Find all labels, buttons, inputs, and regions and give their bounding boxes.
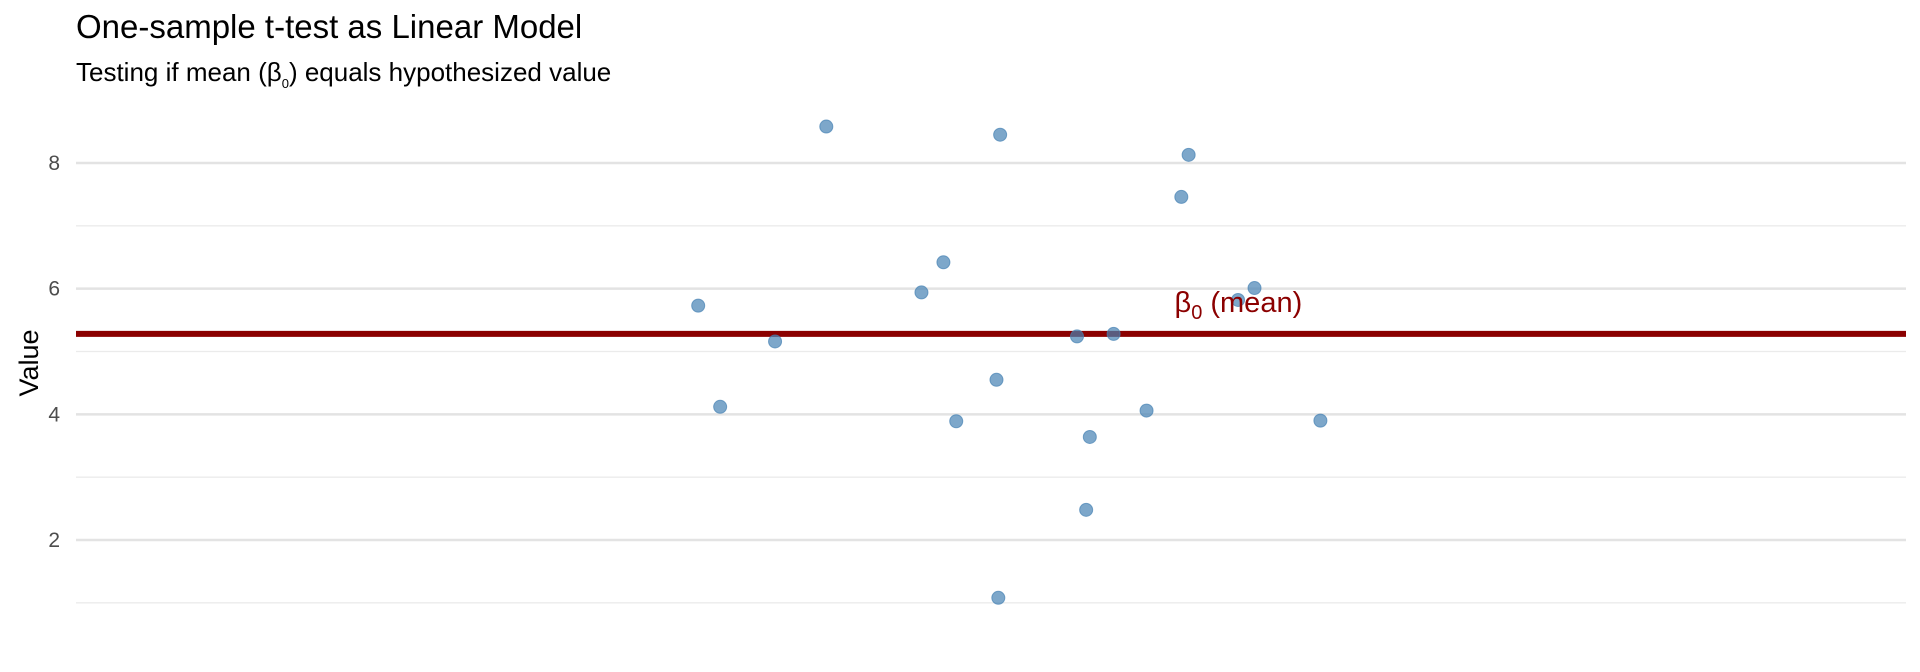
data-point (949, 414, 964, 429)
data-point (936, 255, 951, 270)
data-point (989, 372, 1004, 387)
y-axis-title: Value (14, 329, 44, 396)
grid-layer: 2 4 6 8 (48, 152, 1906, 604)
chart-subtitle: Testing if mean (β0) equals hypothesized… (76, 57, 611, 91)
chart-subtitle-before: Testing if mean (β (76, 57, 282, 87)
mean-label-beta: β (1175, 287, 1192, 319)
mean-label-rest: (mean) (1202, 287, 1302, 319)
data-point (1174, 189, 1189, 204)
data-point (991, 590, 1006, 605)
data-point (1139, 403, 1154, 418)
data-point (691, 298, 706, 313)
data-point (1082, 429, 1097, 444)
data-point (914, 285, 929, 300)
mean-label-sub: 0 (1191, 302, 1202, 324)
data-point (1231, 292, 1246, 307)
y-tick-label: 6 (48, 278, 60, 301)
data-point (1106, 326, 1121, 341)
mean-line-label: β0 (mean) (1175, 287, 1303, 324)
chart-subtitle-after: ) equals hypothesized value (289, 57, 611, 87)
data-point (1079, 502, 1094, 517)
data-point (993, 127, 1008, 142)
data-point (819, 119, 834, 134)
data-point (768, 334, 783, 349)
y-tick-label: 2 (48, 529, 60, 552)
data-point (1070, 329, 1085, 344)
data-point (1181, 147, 1196, 162)
y-tick-label: 4 (48, 403, 60, 426)
data-point (713, 399, 728, 414)
chart-title: One-sample t-test as Linear Model (76, 8, 582, 45)
points-layer (691, 119, 1328, 605)
y-tick-label: 8 (48, 152, 60, 175)
data-point (1313, 413, 1328, 428)
chart-subtitle-sub: 0 (282, 76, 289, 91)
data-point (1247, 281, 1262, 296)
